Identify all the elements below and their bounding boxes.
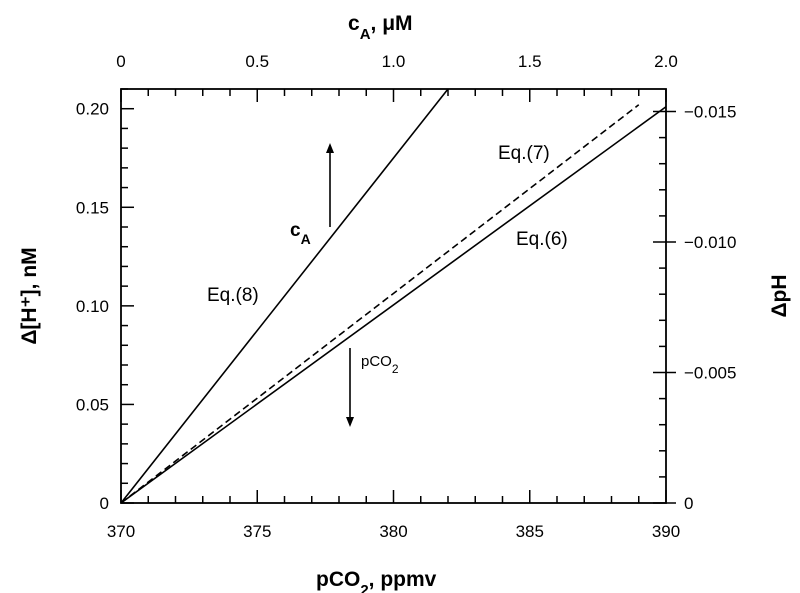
series-line-eq7 bbox=[120, 104, 640, 504]
x-axis-top-ticks: 0 0.5 1.0 1.5 2.0 bbox=[116, 52, 678, 102]
y-right-tick-label: 0 bbox=[684, 494, 693, 513]
x-tick-label: 385 bbox=[516, 522, 544, 541]
y-right-tick-label: −0.015 bbox=[684, 103, 736, 122]
series-line-eq6 bbox=[120, 106, 667, 504]
y-axis-left-ticks: 0 0.05 0.10 0.15 0.20 bbox=[76, 88, 134, 513]
x-top-tick-label: 1.0 bbox=[382, 52, 406, 71]
y-tick-label: 0.10 bbox=[76, 297, 109, 316]
series-line-eq8 bbox=[120, 88, 449, 504]
y-axis-left-label: Δ[H⁺], nM bbox=[18, 247, 41, 344]
annotation-ca: cA bbox=[290, 220, 311, 247]
annotation-eq7: Eq.(7) bbox=[498, 143, 550, 164]
x-axis-bottom-label: pCO2, ppmv bbox=[316, 568, 437, 593]
annotation-eq6: Eq.(6) bbox=[516, 229, 568, 250]
x-top-tick-label: 0 bbox=[116, 52, 125, 71]
x-top-tick-label: 1.5 bbox=[518, 52, 542, 71]
x-top-tick-label: 2.0 bbox=[654, 52, 678, 71]
y-tick-label: 0.20 bbox=[76, 100, 109, 119]
y-tick-label: 0.05 bbox=[76, 395, 109, 414]
y-tick-label: 0.15 bbox=[76, 198, 109, 217]
annotation-eq8: Eq.(8) bbox=[207, 285, 259, 306]
x-top-tick-label: 0.5 bbox=[245, 52, 269, 71]
x-tick-label: 375 bbox=[243, 522, 271, 541]
y-axis-right-ticks: 0 −0.005 −0.010 −0.015 bbox=[653, 103, 736, 513]
y-right-tick-label: −0.010 bbox=[684, 233, 736, 252]
y-tick-label: 0 bbox=[100, 494, 109, 513]
y-axis-right-label: ΔpH bbox=[768, 274, 791, 317]
x-axis-top-label: cA, μM bbox=[348, 12, 413, 43]
x-tick-label: 380 bbox=[379, 522, 407, 541]
y-right-tick-label: −0.005 bbox=[684, 364, 736, 383]
annotation-pco2: pCO2 bbox=[361, 353, 399, 376]
x-tick-label: 370 bbox=[107, 522, 135, 541]
x-tick-label: 390 bbox=[652, 522, 680, 541]
x-axis-bottom-ticks: 370 375 380 385 390 bbox=[107, 490, 680, 541]
